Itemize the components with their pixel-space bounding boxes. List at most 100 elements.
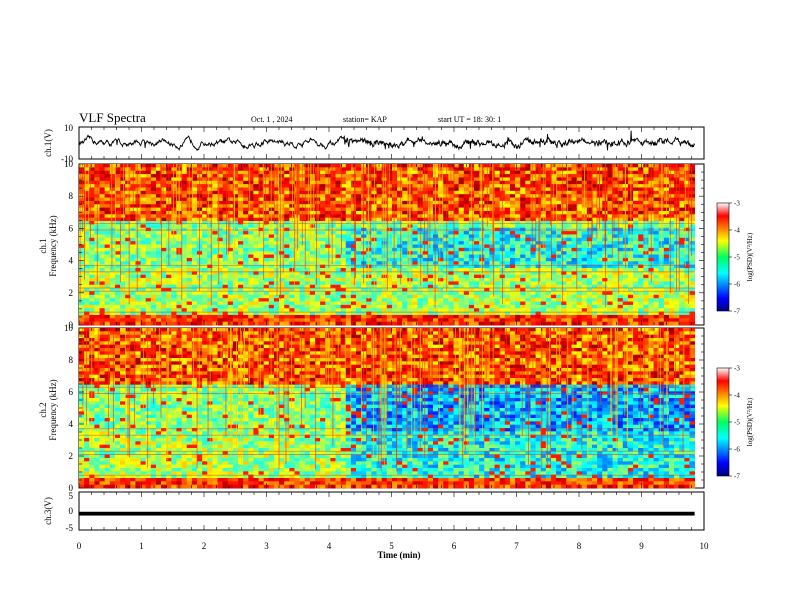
spectrogram-cell <box>263 254 270 259</box>
spectrogram-cell <box>550 227 557 232</box>
spectrogram-cell <box>109 298 116 302</box>
spectrogram-cell <box>386 274 393 279</box>
spectrogram-cell <box>566 170 572 175</box>
spectrogram-cell <box>191 167 198 172</box>
spectrogram-cell <box>509 164 516 168</box>
spectrogram-cell <box>114 190 121 195</box>
spectrogram-cell <box>561 180 567 185</box>
spectrogram-cell <box>345 274 352 279</box>
spectrogram-cell <box>243 241 249 245</box>
spectrogram-cell <box>556 284 562 289</box>
spectrogram-cell <box>202 237 208 242</box>
spectrogram-cell <box>504 184 511 188</box>
spectrogram-cell <box>474 190 480 195</box>
spectrogram-cell <box>443 167 449 172</box>
spectrogram-cell <box>386 308 393 312</box>
spectrogram-cell <box>232 244 239 249</box>
spectrogram-cell <box>325 184 331 188</box>
spectrogram-cell <box>371 210 377 215</box>
spectrogram-cell <box>263 231 270 235</box>
spectrogram-cell <box>422 284 429 289</box>
spectrogram-cell <box>238 304 244 309</box>
spectrogram-cell <box>474 167 480 172</box>
spectrogram-cell <box>515 244 521 249</box>
spectrogram-cell <box>463 167 470 172</box>
spectrogram-cell <box>335 207 342 212</box>
spectrogram-cell <box>550 187 557 192</box>
spectrogram-cell <box>150 177 157 182</box>
spectrogram-cell <box>314 288 321 292</box>
spectrogram-cell <box>232 184 239 188</box>
ch1-waveform-ylabel: ch.1(V) <box>43 129 53 157</box>
spectrogram-cell <box>104 274 111 279</box>
spectrogram-cell <box>335 190 342 195</box>
spectrogram-cell <box>597 271 603 276</box>
spectrogram-cell <box>376 291 383 296</box>
spectrogram-cell <box>109 318 116 323</box>
spectrogram-cell <box>540 294 547 299</box>
spectrogram-cell <box>104 190 111 195</box>
spectrogram-cell <box>345 224 352 229</box>
spectrogram-cell <box>525 170 531 175</box>
spectrogram-cell <box>289 251 295 255</box>
spectrogram-cell <box>458 251 465 255</box>
spectrogram-cell <box>202 200 208 205</box>
spectrogram-cell <box>238 288 244 292</box>
spectrogram-cell <box>212 221 218 225</box>
spectrogram-cell <box>202 291 208 296</box>
spectrogram-cell <box>463 261 470 266</box>
spectrogram-cell <box>561 184 567 188</box>
spectrogram-cell <box>181 254 188 259</box>
spectrogram-cell <box>176 314 182 319</box>
spectrogram-cell <box>294 281 300 286</box>
spectrogram-cell <box>443 231 449 235</box>
spectrogram-cell <box>109 244 116 249</box>
spectrogram-cell <box>268 187 275 192</box>
spectrogram-cell <box>474 197 480 202</box>
spectrogram-cell <box>320 261 326 266</box>
spectrogram-cell <box>422 271 429 276</box>
spectrogram-cell <box>176 298 182 302</box>
spectrogram-cell <box>427 210 434 215</box>
spectrogram-cell <box>525 210 531 215</box>
spectrogram-cell <box>530 241 536 245</box>
spectrogram-cell <box>515 214 521 219</box>
spectrogram-cell <box>279 301 285 306</box>
spectrogram-cell <box>397 284 403 289</box>
spectrogram-cell <box>258 318 265 323</box>
spectrogram-cell <box>263 170 270 175</box>
spectrogram-cell <box>484 261 490 266</box>
spectrogram-cell <box>504 274 511 279</box>
spectrogram-cell <box>155 227 162 232</box>
spectrogram-cell <box>417 288 424 292</box>
spectrogram-cell <box>376 180 383 185</box>
spectrogram-cell <box>268 281 275 286</box>
spectrogram-cell <box>268 227 275 232</box>
spectrogram-cell <box>217 254 224 259</box>
spectrogram-cell <box>202 288 208 292</box>
spectrogram-cell <box>494 311 501 316</box>
spectrogram-cell <box>114 234 121 239</box>
spectrogram-cell <box>540 314 547 319</box>
spectrogram-cell <box>279 291 285 296</box>
spectrogram-cell <box>376 247 383 252</box>
spectrogram-cell <box>212 214 218 219</box>
spectrogram-cell <box>166 274 172 279</box>
spectrogram-cell <box>232 170 239 175</box>
spectrogram-cell <box>468 311 475 316</box>
spectrogram-cell <box>161 214 167 219</box>
spectrogram-cell <box>571 288 578 292</box>
spectrogram-cell <box>571 170 578 175</box>
spectrogram-cell <box>402 190 408 195</box>
spectrogram-cell <box>191 304 198 309</box>
spectrogram-cell <box>202 167 208 172</box>
spectrogram-cell <box>232 224 239 229</box>
spectrogram-cell <box>248 167 254 172</box>
spectrogram-cell <box>515 190 521 195</box>
spectrogram-cell <box>443 261 449 266</box>
spectrogram-cell <box>232 217 239 222</box>
spectrogram-cell <box>238 197 244 202</box>
spectrogram-cell <box>474 257 480 262</box>
spectrogram-cell <box>432 244 439 249</box>
spectrogram-cell <box>150 301 157 306</box>
